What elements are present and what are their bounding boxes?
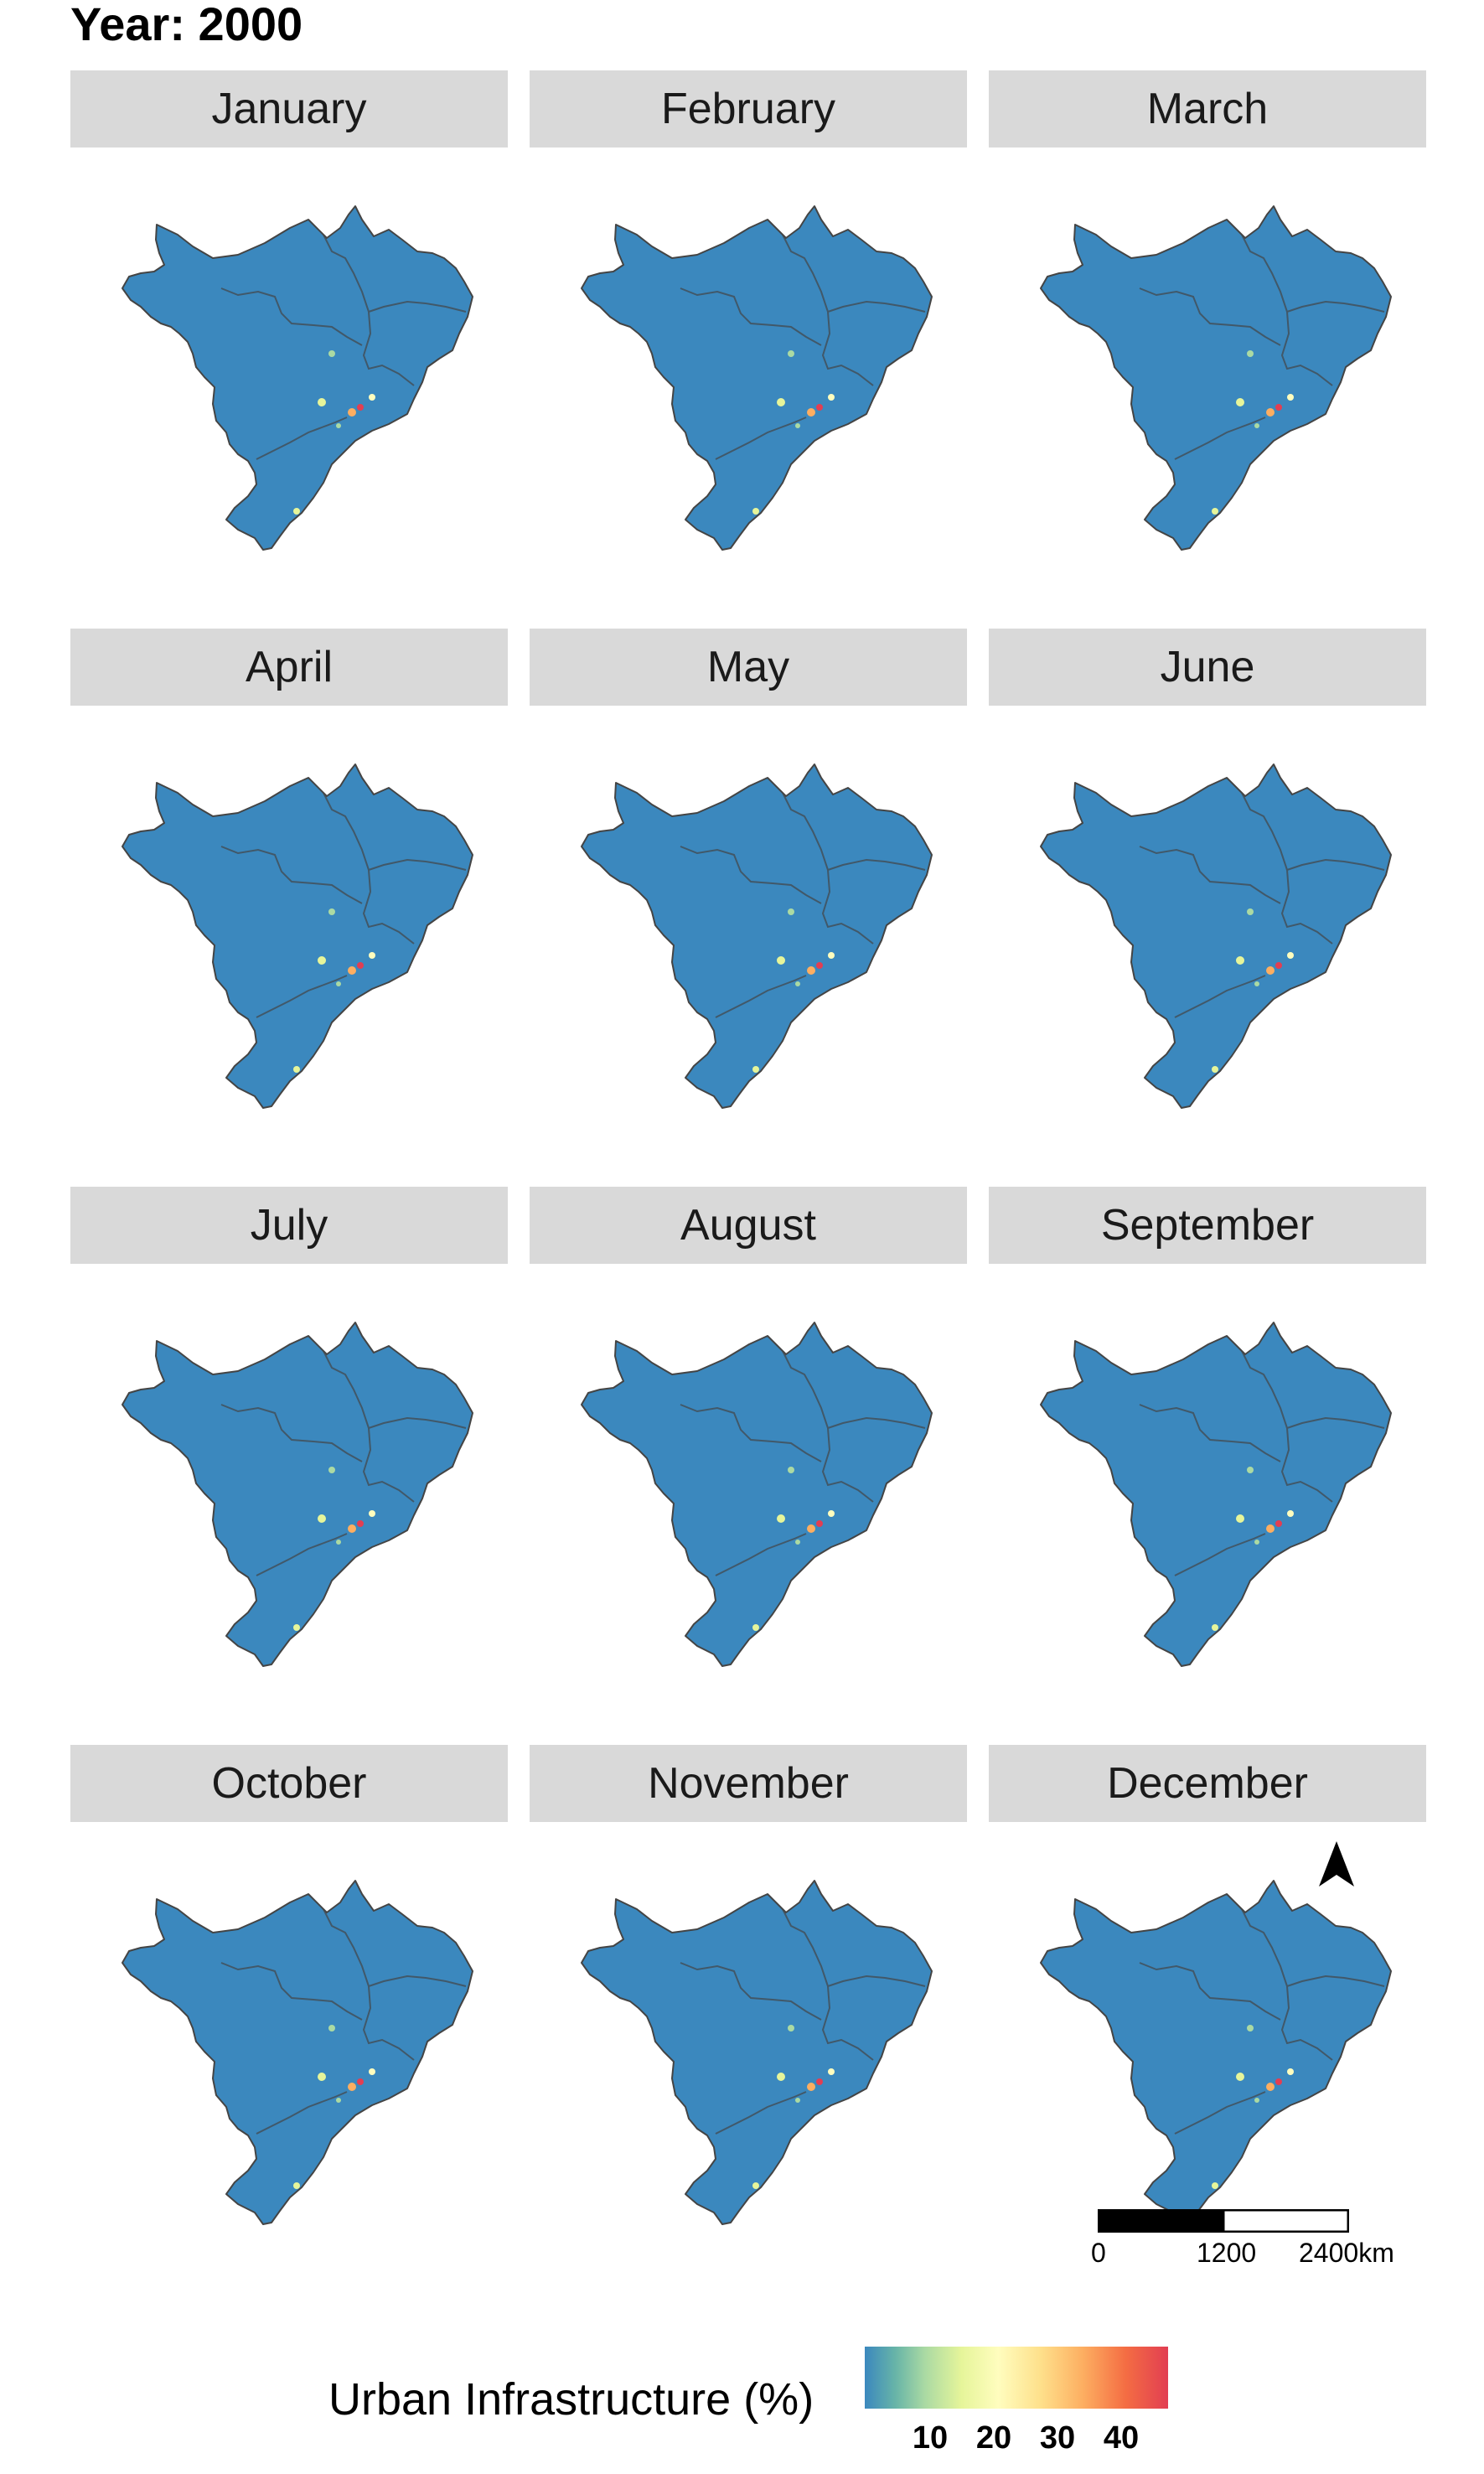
- legend-label-30: 30: [1039, 2420, 1076, 2456]
- facet-panel-june: June: [989, 629, 1426, 1109]
- facet-label: June: [1160, 643, 1255, 691]
- facet-label: May: [706, 643, 790, 691]
- scale-label-1200: 1200: [1197, 2238, 1257, 2268]
- brazil-map: [530, 1264, 967, 1733]
- legend-tick-mark: [1120, 2414, 1123, 2422]
- facet-label: November: [648, 1759, 849, 1808]
- facet-label: September: [1100, 1201, 1315, 1250]
- brazil-map: [989, 1264, 1426, 1733]
- legend-tick-mark: [993, 2414, 995, 2422]
- brazil-map: [70, 148, 508, 617]
- legend-title: Urban Infrastructure (%): [328, 2374, 814, 2425]
- facet-strip: October: [70, 1745, 508, 1822]
- facet-label: March: [1146, 85, 1269, 133]
- facet-panel-october: October: [70, 1745, 508, 2225]
- facet-panel-december: December: [989, 1745, 1426, 2225]
- facet-panel-september: September: [989, 1187, 1426, 1667]
- legend-label-20: 20: [975, 2420, 1012, 2456]
- facet-panel-november: November: [530, 1745, 967, 2225]
- brazil-map: [530, 706, 967, 1175]
- facet-label: April: [245, 643, 334, 691]
- facet-strip: February: [530, 70, 967, 148]
- facet-strip: August: [530, 1187, 967, 1264]
- brazil-map: [70, 706, 508, 1175]
- facet-label: October: [211, 1759, 367, 1808]
- legend-colorbar: [865, 2347, 1168, 2409]
- scale-bar: [1098, 2209, 1349, 2233]
- facet-strip: April: [70, 629, 508, 706]
- brazil-map: [530, 1822, 967, 2291]
- facet-panel-april: April: [70, 629, 508, 1109]
- scale-label-2400: 2400km: [1299, 2238, 1394, 2268]
- facet-label: January: [211, 85, 367, 133]
- facet-strip: November: [530, 1745, 967, 1822]
- brazil-map: [989, 1822, 1426, 2291]
- facet-panel-july: July: [70, 1187, 508, 1667]
- facet-label: December: [1107, 1759, 1308, 1808]
- brazil-map: [530, 148, 967, 617]
- facet-strip: December: [989, 1745, 1426, 1822]
- figure-title: Year: 2000: [70, 0, 303, 50]
- brazil-map: [70, 1264, 508, 1733]
- facet-strip: June: [989, 629, 1426, 706]
- facet-strip: July: [70, 1187, 508, 1264]
- scale-label-0: 0: [1091, 2238, 1106, 2268]
- facet-strip: January: [70, 70, 508, 148]
- facet-panel-february: February: [530, 70, 967, 551]
- brazil-map: [989, 148, 1426, 617]
- facet-panel-march: March: [989, 70, 1426, 551]
- legend-tick-mark: [1057, 2414, 1059, 2422]
- legend-tick-mark: [929, 2414, 932, 2422]
- north-arrow-icon: [1319, 1841, 1354, 1887]
- legend-label-40: 40: [1103, 2420, 1140, 2456]
- facet-strip: May: [530, 629, 967, 706]
- facet-strip: September: [989, 1187, 1426, 1264]
- facet-label: August: [680, 1201, 816, 1250]
- facet-panel-january: January: [70, 70, 508, 551]
- facet-strip: March: [989, 70, 1426, 148]
- legend-label-10: 10: [912, 2420, 949, 2456]
- facet-panel-may: May: [530, 629, 967, 1109]
- brazil-map: [70, 1822, 508, 2291]
- facet-label: February: [660, 85, 836, 133]
- brazil-map: [989, 706, 1426, 1175]
- facet-panel-august: August: [530, 1187, 967, 1667]
- facet-label: July: [250, 1201, 328, 1250]
